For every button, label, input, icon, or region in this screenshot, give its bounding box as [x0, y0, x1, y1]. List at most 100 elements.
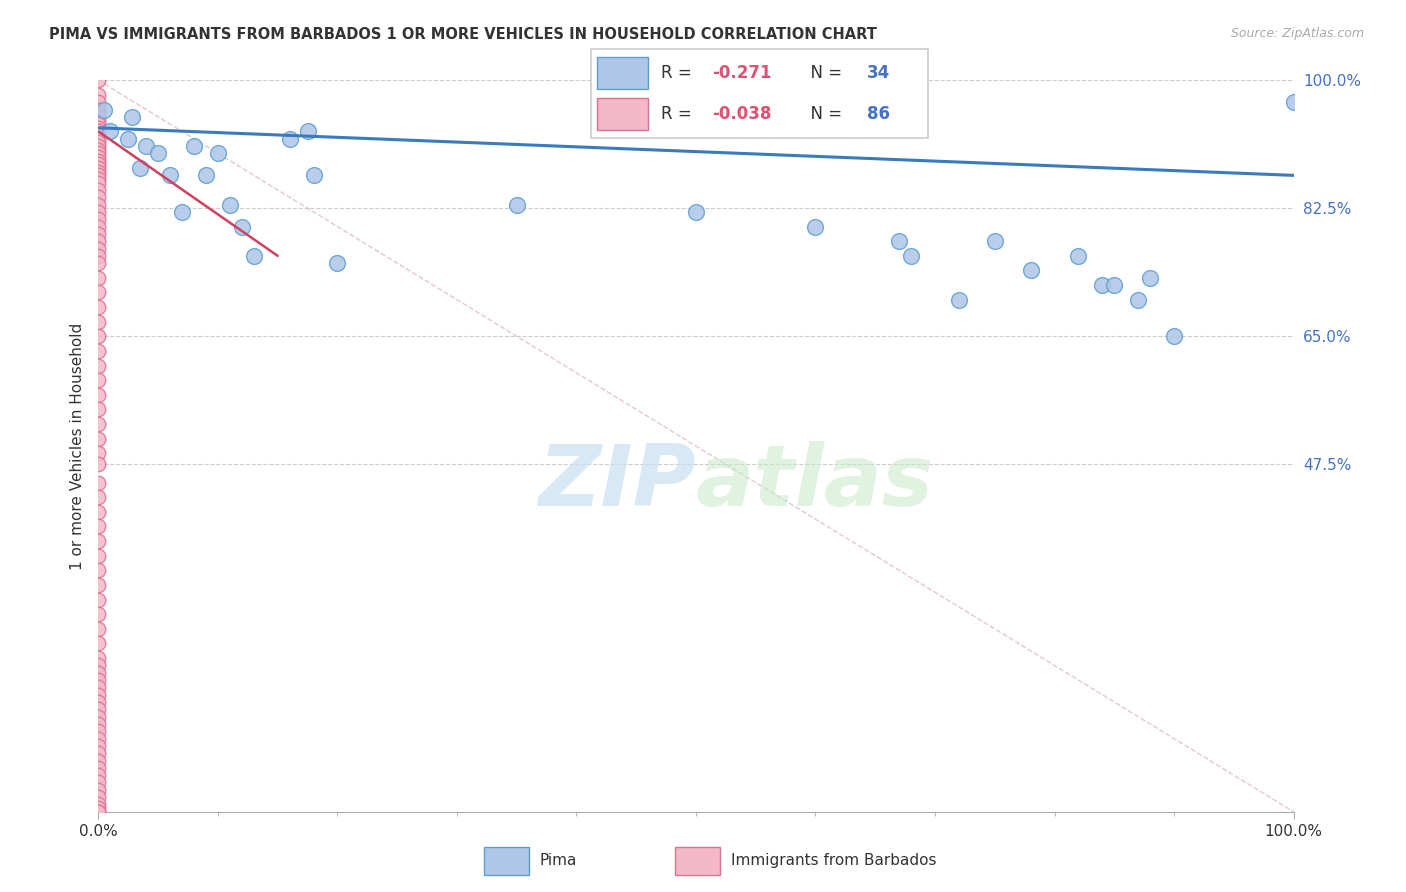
Point — [87, 782, 110, 797]
FancyBboxPatch shape — [484, 847, 529, 874]
Text: PIMA VS IMMIGRANTS FROM BARBADOS 1 OR MORE VEHICLES IN HOUSEHOLD CORRELATION CHA: PIMA VS IMMIGRANTS FROM BARBADOS 1 OR MO… — [49, 27, 877, 42]
Point — [87, 790, 110, 805]
Point — [87, 329, 110, 343]
Point — [87, 219, 110, 234]
Point — [87, 446, 110, 460]
Point — [87, 242, 110, 256]
Point — [117, 132, 139, 146]
Point — [1067, 249, 1090, 263]
Point — [87, 343, 110, 358]
Point — [87, 519, 110, 533]
Point — [87, 717, 110, 731]
FancyBboxPatch shape — [598, 57, 648, 89]
Point — [87, 775, 110, 789]
Point — [87, 505, 110, 519]
Point — [148, 146, 170, 161]
Text: ZIP: ZIP — [538, 441, 696, 524]
Point — [87, 256, 110, 270]
Point — [87, 164, 110, 178]
Text: 34: 34 — [868, 64, 890, 82]
Text: 86: 86 — [868, 105, 890, 123]
Point — [87, 417, 110, 431]
Point — [87, 724, 110, 739]
Point — [87, 124, 110, 138]
Point — [195, 169, 218, 183]
Point — [87, 801, 110, 815]
Point — [231, 219, 253, 234]
Point — [172, 205, 194, 219]
Point — [87, 132, 110, 146]
Point — [87, 658, 110, 673]
Point — [87, 136, 110, 150]
Point — [87, 636, 110, 650]
Point — [93, 103, 115, 117]
Point — [87, 622, 110, 636]
Point — [87, 768, 110, 782]
Point — [948, 293, 970, 307]
Point — [87, 754, 110, 768]
Point — [87, 176, 110, 190]
Point — [297, 124, 319, 138]
Point — [87, 702, 110, 716]
Text: Source: ZipAtlas.com: Source: ZipAtlas.com — [1230, 27, 1364, 40]
Point — [87, 153, 110, 168]
Point — [129, 161, 152, 175]
FancyBboxPatch shape — [675, 847, 720, 874]
Point — [87, 761, 110, 775]
Point — [87, 143, 110, 157]
Point — [900, 249, 922, 263]
Point — [183, 139, 205, 153]
Point — [87, 373, 110, 387]
Point — [87, 739, 110, 753]
Point — [87, 106, 110, 120]
Point — [87, 315, 110, 329]
Point — [98, 124, 122, 138]
Point — [87, 157, 110, 171]
Point — [87, 249, 110, 263]
Point — [87, 172, 110, 186]
Text: R =: R = — [661, 64, 697, 82]
Text: Pima: Pima — [540, 854, 578, 868]
Point — [87, 475, 110, 490]
Point — [87, 270, 110, 285]
Point — [87, 534, 110, 549]
Point — [87, 805, 110, 819]
Point — [1104, 278, 1126, 293]
Point — [87, 681, 110, 695]
Point — [87, 388, 110, 402]
Point — [87, 665, 110, 680]
Point — [87, 150, 110, 164]
Point — [87, 731, 110, 746]
Point — [135, 139, 157, 153]
Text: N =: N = — [800, 105, 846, 123]
Text: Immigrants from Barbados: Immigrants from Barbados — [731, 854, 936, 868]
Point — [1019, 263, 1042, 277]
Point — [1091, 278, 1114, 293]
Point — [87, 128, 110, 142]
Point — [87, 592, 110, 607]
Point — [87, 212, 110, 227]
Point — [87, 490, 110, 504]
Point — [804, 219, 827, 234]
Point — [87, 549, 110, 563]
Point — [87, 651, 110, 665]
Point — [326, 256, 349, 270]
Point — [889, 234, 911, 248]
Point — [87, 359, 110, 373]
FancyBboxPatch shape — [591, 49, 928, 138]
Point — [278, 132, 301, 146]
Point — [87, 120, 110, 135]
Point — [984, 234, 1007, 248]
Point — [87, 746, 110, 760]
Point — [87, 432, 110, 446]
Text: atlas: atlas — [696, 441, 934, 524]
Point — [506, 197, 529, 211]
Point — [87, 300, 110, 314]
Point — [87, 169, 110, 183]
Point — [1163, 329, 1185, 343]
Point — [121, 110, 143, 124]
Point — [87, 285, 110, 300]
Point — [87, 688, 110, 702]
Point — [87, 673, 110, 687]
Point — [302, 169, 325, 183]
